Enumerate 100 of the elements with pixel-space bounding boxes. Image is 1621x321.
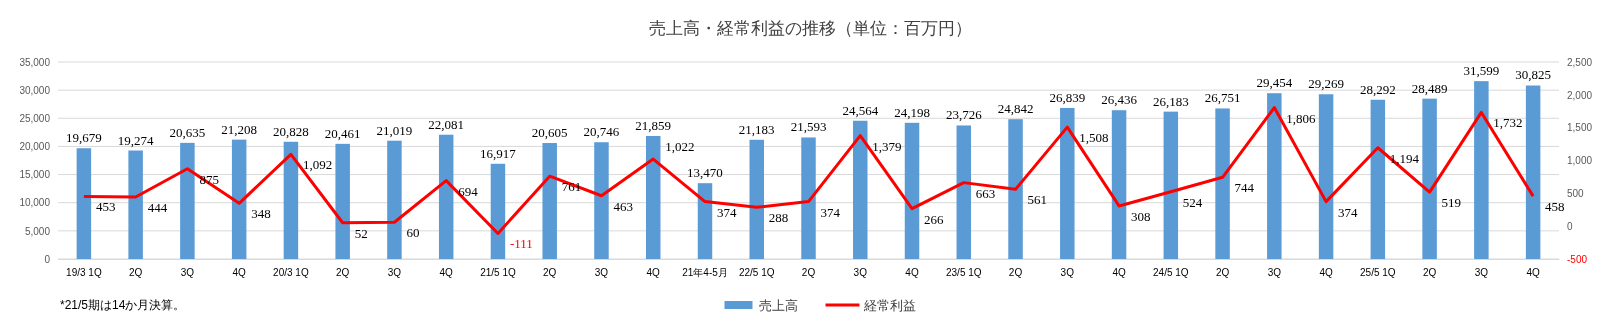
- data-label: 19,274: [117, 132, 155, 148]
- data-label: 29,454: [1256, 75, 1293, 91]
- y2-tick-label: 0: [1567, 220, 1573, 232]
- bar: [904, 122, 920, 259]
- y2-tick-label: 500: [1567, 188, 1585, 200]
- data-label: 20,635: [169, 124, 206, 140]
- x-tick-label: 4Q: [905, 267, 919, 279]
- data-label: 20,605: [531, 125, 568, 141]
- x-tick-label: 2Q: [128, 267, 143, 279]
- bar: [1370, 99, 1386, 259]
- data-label: -111: [509, 236, 533, 252]
- bar: [1474, 81, 1489, 259]
- data-label: 519: [1441, 195, 1462, 211]
- bar: [438, 134, 454, 259]
- data-label: 21,183: [738, 121, 775, 137]
- data-label: 21,859: [635, 117, 672, 133]
- data-label: 1,092: [302, 157, 333, 173]
- data-label: 29,269: [1308, 76, 1344, 92]
- data-label: 22,081: [428, 116, 465, 132]
- bar: [1060, 107, 1075, 259]
- bar: [801, 137, 816, 259]
- x-tick-label: 22/5 1Q: [738, 267, 775, 279]
- data-label: 463: [613, 198, 633, 214]
- x-tick-label: 2Q: [801, 267, 816, 279]
- data-label: 26,183: [1152, 93, 1189, 109]
- bar: [180, 142, 195, 259]
- x-tick-label: 21年4-5月: [682, 267, 728, 279]
- x-tick-label: 19/3 1Q: [66, 267, 102, 279]
- bar: [231, 139, 247, 259]
- data-label: 20,746: [583, 124, 620, 140]
- data-label: 1,022: [665, 139, 695, 155]
- y2-tick-label: 1,500: [1567, 122, 1593, 134]
- data-label: 458: [1545, 199, 1565, 215]
- data-label: 21,593: [790, 119, 827, 135]
- data-label: 308: [1131, 208, 1151, 224]
- data-label: 374: [1338, 204, 1359, 220]
- x-tick-label: 4Q: [439, 267, 454, 279]
- x-tick-label: 25/5 1Q: [1360, 267, 1396, 279]
- bar: [1008, 119, 1023, 259]
- data-label: 1,732: [1493, 115, 1523, 131]
- y-tick-label: 15,000: [19, 169, 51, 181]
- bar: [853, 120, 868, 259]
- chart-title: 売上高・経常利益の推移（単位：百万円）: [649, 19, 972, 38]
- bar: [1318, 94, 1334, 259]
- bar: [1422, 98, 1437, 259]
- bar: [1111, 110, 1127, 259]
- x-tick-label: 24/5 1Q: [1153, 267, 1189, 279]
- y2-tick-label: 2,500: [1567, 56, 1593, 68]
- data-label: 23,726: [945, 107, 983, 123]
- data-label: 744: [1234, 180, 1255, 196]
- bar: [128, 150, 143, 259]
- x-tick-label: 4Q: [1112, 267, 1126, 279]
- x-tick-label: 4Q: [232, 267, 247, 279]
- x-tick-label: 2Q: [1422, 267, 1437, 279]
- data-label: 288: [768, 210, 789, 226]
- x-tick-label: 3Q: [594, 267, 609, 279]
- data-label: 21,208: [221, 121, 258, 137]
- data-label: 374: [716, 204, 737, 220]
- x-tick-label: 3Q: [1267, 267, 1282, 279]
- bar: [956, 125, 972, 259]
- x-tick-label: 2Q: [336, 267, 350, 279]
- data-label: 30,825: [1515, 67, 1551, 83]
- bar: [490, 163, 506, 259]
- data-label: 20,828: [273, 123, 309, 139]
- x-tick-label: 3Q: [180, 267, 195, 279]
- data-label: 26,436: [1101, 92, 1138, 108]
- data-label: 13,470: [687, 165, 723, 181]
- bar: [749, 139, 764, 259]
- y-tick-label: 20,000: [19, 141, 51, 153]
- data-label: 26,839: [1049, 89, 1086, 105]
- y-tick-label: 25,000: [19, 112, 51, 124]
- data-label: 524: [1182, 194, 1203, 210]
- data-label: 266: [924, 211, 945, 227]
- y-tick-label: 30,000: [19, 84, 51, 96]
- bar: [1525, 85, 1541, 259]
- bar: [387, 140, 402, 259]
- data-label: 24,842: [997, 101, 1034, 117]
- data-label: 374: [820, 204, 841, 220]
- x-tick-label: 3Q: [387, 267, 402, 279]
- data-label: 561: [1027, 192, 1048, 208]
- x-tick-label: 23/5 1Q: [945, 267, 982, 279]
- data-label: 19,679: [66, 130, 102, 146]
- y2-tick-label: 2,000: [1567, 89, 1593, 101]
- x-tick-label: 4Q: [646, 267, 661, 279]
- bar: [1163, 111, 1179, 259]
- x-tick-label: 20/3 1Q: [273, 267, 309, 279]
- x-tick-label: 4Q: [1319, 267, 1333, 279]
- x-tick-label: 2Q: [1008, 267, 1023, 279]
- y-tick-label: 0: [44, 253, 51, 265]
- y-tick-label: 35,000: [19, 56, 51, 68]
- x-tick-label: 21/5 1Q: [480, 267, 516, 279]
- y-tick-label: 5,000: [24, 225, 51, 237]
- data-label: 31,599: [1463, 63, 1500, 79]
- y2-tick-label: -500: [1567, 253, 1588, 265]
- bar: [1215, 108, 1230, 259]
- data-label: 1,379: [872, 138, 902, 154]
- x-tick-label: 2Q: [1215, 267, 1230, 279]
- bar: [697, 183, 713, 259]
- bar: [76, 148, 92, 259]
- x-tick-label: 3Q: [853, 267, 868, 279]
